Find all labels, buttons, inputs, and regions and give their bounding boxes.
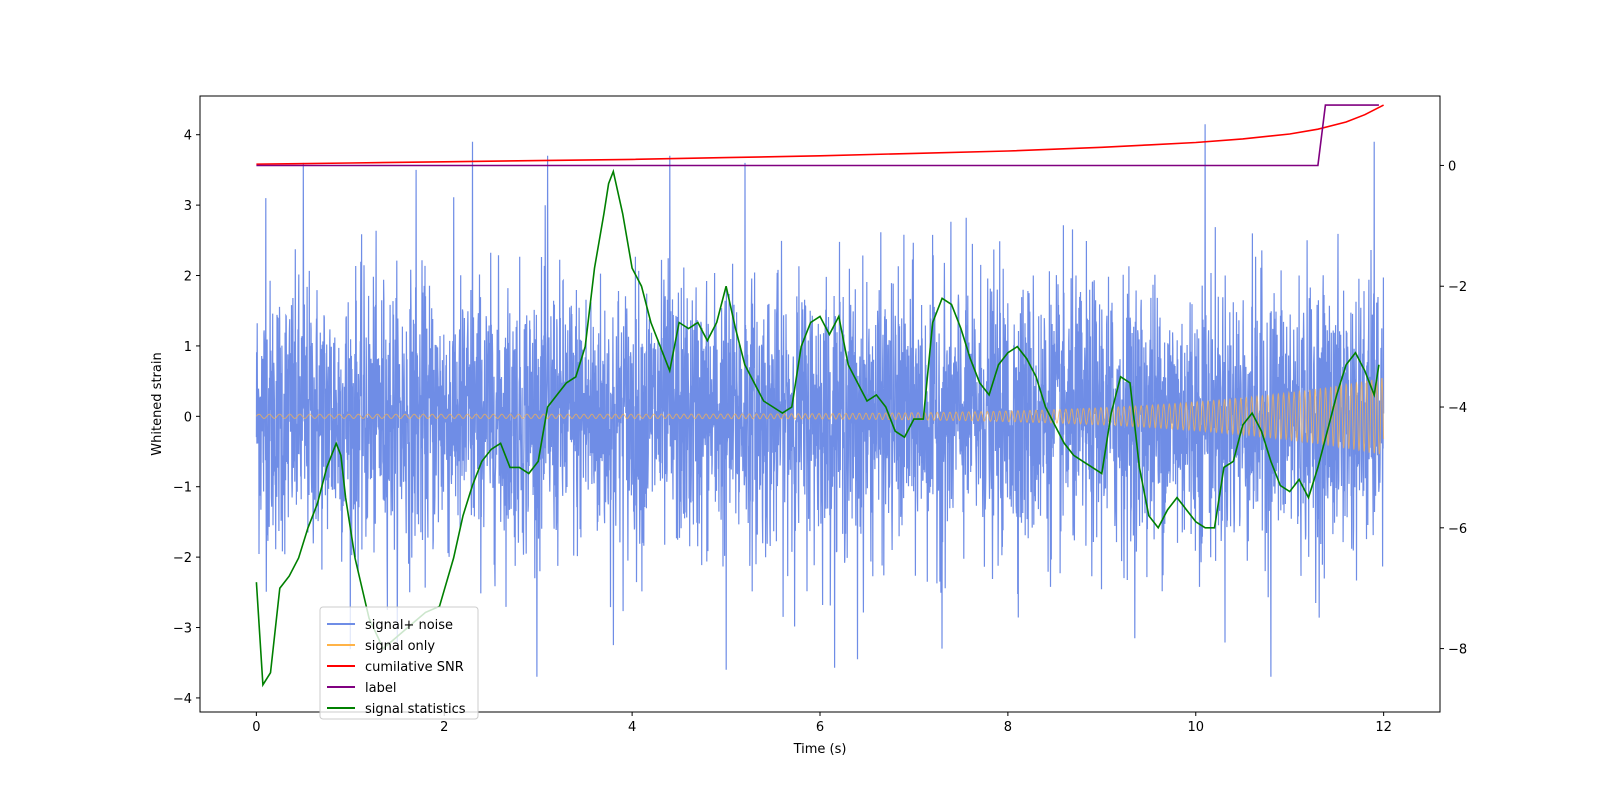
x-tick-label: 2 (440, 720, 448, 735)
series-label (256, 104, 1379, 167)
legend-label-cumulative-snr: cumilative SNR (365, 660, 464, 675)
x-tick-label: 8 (1004, 720, 1012, 735)
x-tick-label: 0 (252, 720, 260, 735)
plot-data (255, 104, 1385, 688)
y2-tick-label: −4 (1448, 401, 1467, 416)
x-tick-label: 12 (1375, 720, 1392, 735)
x-tick-label: 10 (1187, 720, 1204, 735)
legend-label-signal-noise: signal+ noise (365, 618, 453, 633)
x-axis-label: Time (s) (793, 742, 847, 757)
y2-tick-label: 0 (1448, 159, 1456, 174)
y2-tick-label: −2 (1448, 280, 1467, 295)
series-signal-only (255, 377, 1385, 455)
y-tick-label: 4 (184, 129, 192, 144)
y-tick-label: −2 (173, 551, 192, 566)
legend: signal+ noise signal only cumilative SNR… (319, 606, 479, 720)
y-axis-label: Whitened strain (150, 352, 165, 455)
x-tick-label: 4 (628, 720, 636, 735)
x-tick-label: 6 (816, 720, 824, 735)
y-tick-label: 1 (184, 340, 192, 355)
y-axis-right: 0 −2 −4 −6 −8 (1440, 159, 1467, 658)
legend-label-label: label (365, 681, 396, 696)
y2-tick-label: −8 (1448, 643, 1467, 658)
y-tick-label: −1 (173, 481, 192, 496)
y-tick-label: 2 (184, 270, 192, 285)
y-tick-label: −4 (173, 692, 192, 707)
legend-box (319, 606, 479, 720)
y-axis-left: 4 3 2 1 0 −1 −2 −3 −4 (173, 129, 200, 707)
y-tick-label: 3 (184, 199, 192, 214)
y-tick-label: 0 (184, 410, 192, 425)
y-tick-label: −3 (173, 622, 192, 637)
y2-tick-label: −6 (1448, 522, 1467, 537)
legend-label-signal-statistics: signal statistics (365, 702, 466, 717)
legend-label-signal-only: signal only (365, 639, 435, 654)
series-signal-statistics (255, 168, 1380, 688)
series-signal-noise (255, 124, 1385, 677)
